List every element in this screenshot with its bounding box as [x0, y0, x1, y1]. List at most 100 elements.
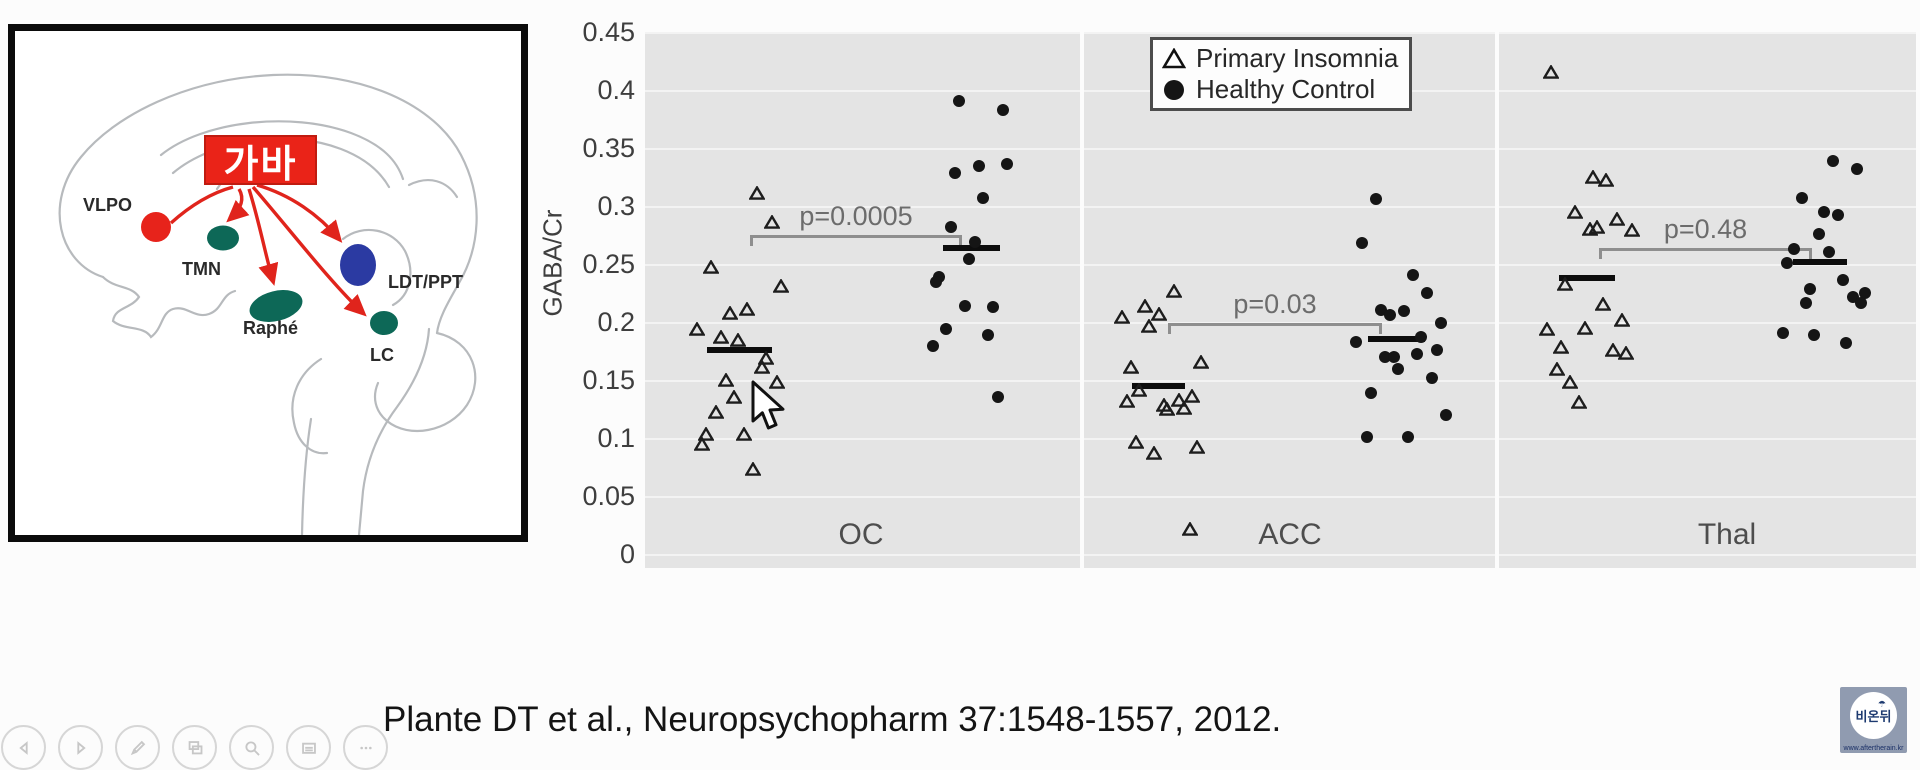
data-point-control	[1384, 308, 1396, 321]
legend-label-insomnia: Primary Insomnia	[1196, 43, 1399, 73]
mean-bar-control	[943, 244, 1000, 251]
gridline	[1084, 206, 1495, 208]
gridline	[645, 206, 1080, 208]
y-tick-label: 0.4	[597, 75, 635, 105]
data-point-control	[1388, 350, 1400, 363]
data-point-control	[1796, 191, 1808, 204]
mean-bar-insomnia	[707, 346, 772, 353]
x-category-label: Thal	[1697, 518, 1757, 551]
data-point-insomnia	[744, 461, 762, 476]
x-category-label: OC	[838, 518, 884, 551]
data-point-control	[1407, 269, 1419, 282]
data-point-control	[1421, 286, 1433, 299]
gridline	[1084, 148, 1495, 150]
y-tick-label: 0.45	[582, 17, 635, 47]
data-point-control	[1001, 158, 1013, 171]
data-point-control	[927, 340, 939, 353]
gridline	[1499, 206, 1916, 208]
y-tick-label: 0.2	[597, 307, 635, 337]
data-point-insomnia	[1181, 521, 1199, 537]
data-point-insomnia	[748, 185, 766, 200]
toolbar-zoom-button[interactable]	[229, 725, 274, 770]
tmn-nucleus	[207, 225, 239, 251]
data-point-insomnia	[717, 371, 735, 387]
panel-background	[645, 33, 1080, 568]
notes-icon	[301, 742, 316, 754]
data-point-insomnia	[753, 359, 771, 374]
data-point-insomnia	[1118, 392, 1136, 408]
data-point-control	[1788, 242, 1800, 255]
data-point-control	[1398, 305, 1410, 318]
data-point-control	[987, 300, 999, 313]
data-point-control	[992, 391, 1004, 404]
significance-bracket	[750, 234, 962, 238]
data-point-control	[1837, 274, 1849, 287]
data-point-control	[959, 299, 971, 312]
mouse-cursor	[751, 380, 785, 430]
data-point-insomnia	[1170, 391, 1188, 407]
label-lc: LC	[370, 345, 394, 365]
player-toolbar	[1, 725, 388, 770]
ldt-ppt-nucleus	[340, 244, 376, 286]
gridline	[1084, 380, 1495, 382]
data-point-control	[945, 220, 957, 233]
data-point-insomnia	[688, 320, 706, 336]
toolbar-previous-button[interactable]	[1, 725, 46, 770]
label-tmn: TMN	[182, 259, 221, 279]
data-point-insomnia	[702, 259, 720, 275]
mean-bar-control	[1793, 258, 1847, 265]
data-point-insomnia	[1552, 339, 1570, 355]
data-point-control	[1415, 330, 1427, 343]
y-tick-label: 0.15	[582, 365, 635, 395]
more-icon	[359, 746, 372, 749]
y-tick-label: 0.1	[597, 423, 635, 453]
data-point-control	[1426, 371, 1438, 384]
gridline	[1499, 438, 1916, 440]
significance-bracket-tick	[1809, 247, 1812, 259]
mean-bar-insomnia	[1132, 382, 1185, 389]
data-point-control	[963, 253, 975, 266]
significance-bracket-tick	[959, 234, 962, 246]
gridline	[1084, 438, 1495, 440]
gridline	[1084, 264, 1495, 266]
gridline	[645, 554, 1080, 556]
data-point-insomnia	[1175, 399, 1193, 415]
data-point-insomnia	[1617, 345, 1635, 360]
data-point-insomnia	[1604, 341, 1622, 357]
data-point-insomnia	[1165, 282, 1183, 298]
data-point-control	[1365, 386, 1377, 399]
data-point-control	[977, 191, 989, 204]
aftertherain-logo: ☂ 비온뒤 www.aftertherain.kr	[1840, 687, 1907, 753]
data-point-control	[1800, 297, 1812, 310]
gridline	[645, 264, 1080, 266]
significance-bracket	[1168, 323, 1382, 326]
toolbar-more-button[interactable]	[343, 725, 388, 770]
previous-icon	[18, 740, 28, 755]
gridline	[1499, 264, 1916, 266]
toolbar-notes-button[interactable]	[286, 725, 331, 770]
triangle-marker-icon	[1161, 48, 1187, 69]
data-point-control	[1827, 154, 1839, 167]
data-point-control	[997, 103, 1009, 116]
data-point-control	[949, 167, 961, 180]
data-point-control	[1435, 317, 1447, 329]
label-raphe: Raphé	[243, 318, 299, 338]
data-point-insomnia	[1136, 297, 1154, 313]
data-point-insomnia	[1158, 400, 1176, 416]
y-axis-title: GABA/Cr	[537, 209, 568, 317]
data-point-control	[1851, 162, 1863, 175]
data-point-insomnia	[1548, 361, 1566, 377]
data-point-control	[930, 276, 942, 289]
data-point-insomnia	[729, 332, 747, 348]
data-point-insomnia	[725, 389, 743, 405]
circle-marker-icon	[1161, 79, 1187, 100]
data-point-control	[1813, 227, 1825, 240]
toolbar-pen-button[interactable]	[115, 725, 160, 770]
data-point-control	[1411, 348, 1423, 361]
toolbar-next-button[interactable]	[58, 725, 103, 770]
data-point-control	[1356, 236, 1368, 249]
brain-sagittal-outline	[58, 73, 478, 535]
toolbar-slides-button[interactable]	[172, 725, 217, 770]
